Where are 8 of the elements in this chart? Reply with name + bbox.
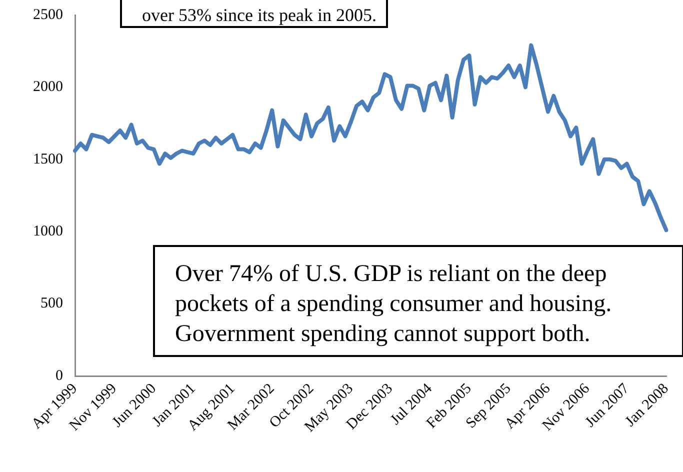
y-tick-label: 2000 — [33, 79, 63, 96]
y-tick-label: 1500 — [33, 151, 63, 168]
y-tick-label: 500 — [40, 296, 63, 312]
y-tick-label: 2500 — [33, 6, 63, 23]
y-tick-label: 0 — [56, 368, 63, 384]
y-tick-label: 1000 — [33, 224, 63, 240]
text-box: over 53% since its peak in 2005. — [120, 0, 388, 28]
text-box: Over 74% of U.S. GDP is reliant on the deep pockets of a spending consumer and housing. Government spending cannot support both. — [153, 245, 683, 357]
